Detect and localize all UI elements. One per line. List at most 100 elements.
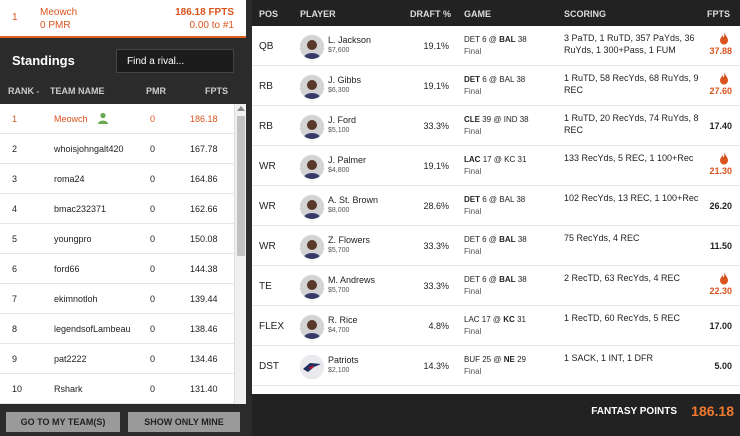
player-avatar[interactable] [300,155,324,179]
player-salary: $2,100 [328,367,350,374]
player-fpts: 17.40 [709,121,732,131]
home-score: 38 [517,235,527,244]
lineup-row[interactable]: RB J. Ford $5,100 33.3% CLE 39 @ IND 38 Final… [252,106,740,146]
game-status: Final [464,367,482,376]
lineup-row[interactable]: DST Patriots $2,100 14.3% BUF 25 @ NE 29 Fina… [252,346,740,386]
player-avatar[interactable] [300,195,324,219]
standings-row[interactable]: 5 youngpro 0 150.08 [0,224,234,254]
game-status: Final [464,47,482,56]
player-avatar[interactable] [300,115,324,139]
player-name[interactable]: A. St. Brown [328,195,379,205]
lineup-row[interactable]: WR Z. Flowers $5,700 33.3% DET 6 @ BAL 38 Fin… [252,226,740,266]
row-team-name: pat2222 [54,354,87,364]
game-matchup: DET 6 @ BAL 38 [464,195,526,204]
row-rank: 9 [12,354,18,364]
player-name[interactable]: R. Rice [328,315,358,325]
col-scoring: SCORING [564,9,607,19]
row-rank: 1 [12,114,18,124]
player-avatar[interactable] [300,355,324,379]
player-fpts: 17.00 [709,321,732,331]
standings-row[interactable]: 2 whoisjohngalt420 0 167.78 [0,134,234,164]
scoring-summary: 1 RuTD, 58 RecYds, 68 RuYds, 9 REC [564,73,699,95]
player-avatar[interactable] [300,75,324,99]
away-team: DET [464,75,480,84]
player-position: DST [259,361,279,372]
my-entry-card[interactable]: 1 Meowch 0 PMR 186.18 FPTS 0.00 to #1 [0,0,246,38]
standings-row[interactable]: 4 bmac232371 0 162.66 [0,194,234,224]
player-name[interactable]: Patriots [328,355,359,365]
my-entry-name: Meowch [40,7,78,18]
away-score: 17 [481,315,491,324]
standings-title: Standings [12,53,75,68]
player-name[interactable]: M. Andrews [328,275,376,285]
game-matchup: DET 6 @ BAL 38 [464,75,526,84]
player-name[interactable]: Z. Flowers [328,235,371,245]
away-score: 6 [482,75,487,84]
col-rank[interactable]: RANK - [8,86,39,96]
row-fpts: 164.86 [190,174,218,184]
home-score: 38 [519,115,529,124]
find-rival-input[interactable] [116,49,234,73]
lineup-column-header: POS PLAYER DRAFT % GAME SCORING FPTS [252,0,740,26]
away-score: 39 [482,115,492,124]
player-avatar[interactable] [300,315,324,339]
lineup-row[interactable]: WR J. Palmer $4,800 19.1% LAC 17 @ KC 31 Fina… [252,146,740,186]
away-team: DET [464,195,480,204]
home-score: 31 [517,155,527,164]
lineup-row[interactable]: FLEX R. Rice $4,700 4.8% LAC 17 @ KC 31 Final… [252,306,740,346]
lineup-row[interactable]: WR A. St. Brown $8,000 28.6% DET 6 @ BAL 38 F… [252,186,740,226]
draft-percent: 19.1% [423,81,449,91]
standings-row[interactable]: 6 ford66 0 144.38 [0,254,234,284]
flame-icon [720,272,728,285]
player-position: QB [259,41,274,52]
col-pmr[interactable]: PMR [146,86,166,96]
row-fpts: 131.40 [190,384,218,394]
away-team: DET [464,35,480,44]
standings-row[interactable]: 10 Rshark 0 131.40 [0,374,234,404]
player-salary: $5,100 [328,127,350,134]
standings-row[interactable]: 8 legendsofLambeau 0 138.46 [0,314,234,344]
standings-row[interactable]: 3 roma24 0 164.86 [0,164,234,194]
col-game: GAME [464,9,491,19]
row-team-name: Rshark [54,384,83,394]
lineup-row[interactable]: QB L. Jackson $7,600 19.1% DET 6 @ BAL 38 Fin… [252,26,740,66]
player-avatar[interactable] [300,275,324,299]
scroll-up-icon[interactable] [237,106,245,111]
row-pmr: 0 [150,174,156,184]
draft-percent: 14.3% [423,361,449,371]
standings-header: Standings [0,43,246,79]
player-position: RB [259,121,273,132]
standings-row[interactable]: 7 ekimnotloh 0 139.44 [0,284,234,314]
player-name[interactable]: J. Ford [328,115,357,125]
game-matchup: LAC 17 @ KC 31 [464,155,527,164]
player-salary: $5,700 [328,247,350,254]
player-name[interactable]: J. Gibbs [328,75,362,85]
col-draft: DRAFT % [410,9,451,19]
player-name[interactable]: L. Jackson [328,35,372,45]
row-pmr: 0 [150,354,156,364]
game-status: Final [464,87,482,96]
player-avatar[interactable] [300,35,324,59]
scroll-thumb[interactable] [237,116,245,256]
col-fpts[interactable]: FPTS [205,86,229,96]
sort-icon: - [36,87,40,96]
player-position: WR [259,241,276,252]
go-to-my-teams-button[interactable]: GO TO MY TEAM(S) [6,412,120,432]
standings-row[interactable]: 9 pat2222 0 134.46 [0,344,234,374]
player-name[interactable]: J. Palmer [328,155,367,165]
show-only-mine-button[interactable]: SHOW ONLY MINE [128,412,240,432]
scoring-summary: 1 RuTD, 20 RecYds, 74 RuYds, 8 REC [564,113,699,135]
lineup-row[interactable]: RB J. Gibbs $6,300 19.1% DET 6 @ BAL 38 Final… [252,66,740,106]
row-rank: 10 [12,384,23,394]
standings-scrollbar[interactable] [234,104,246,404]
lineup-row[interactable]: TE M. Andrews $5,700 33.3% DET 6 @ BAL 38 Fin… [252,266,740,306]
player-avatar[interactable] [300,235,324,259]
row-team-name: ford66 [54,264,80,274]
standings-row[interactable]: 1 Meowch 0 186.18 [0,104,234,134]
away-score: 6 [482,195,487,204]
col-team-name[interactable]: TEAM NAME [50,86,105,96]
col-fpts: FPTS [706,9,730,19]
game-status: Final [464,207,482,216]
home-score: 38 [517,275,527,284]
